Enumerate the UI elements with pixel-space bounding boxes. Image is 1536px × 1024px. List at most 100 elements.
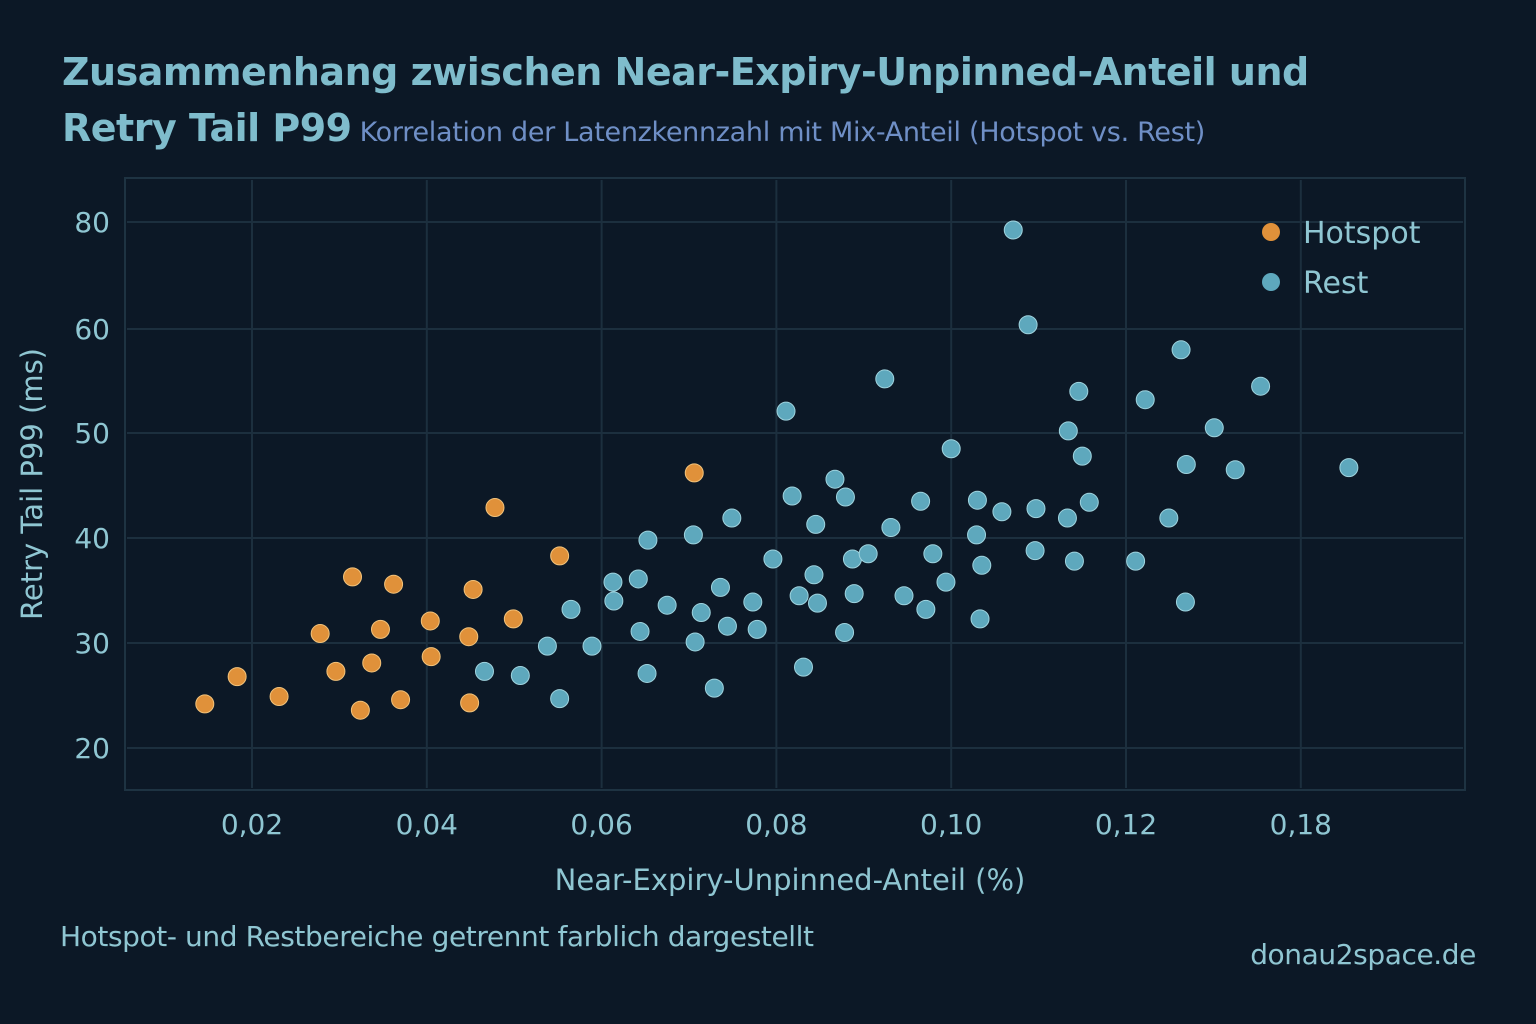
point-rest bbox=[782, 486, 802, 506]
y-axis-label: Retry Tail P99 (ms) bbox=[15, 348, 49, 620]
point-hotspot bbox=[550, 546, 570, 566]
point-rest bbox=[763, 549, 783, 569]
point-hotspot bbox=[362, 653, 382, 673]
point-rest bbox=[941, 439, 961, 459]
point-hotspot bbox=[503, 609, 523, 629]
legend: Hotspot Rest bbox=[1262, 216, 1421, 301]
point-rest bbox=[1072, 446, 1092, 466]
point-rest bbox=[710, 577, 730, 597]
point-rest bbox=[628, 569, 648, 589]
y-tick-label: 20 bbox=[74, 732, 110, 765]
point-hotspot bbox=[421, 647, 441, 667]
point-rest bbox=[657, 595, 677, 615]
point-rest bbox=[1171, 340, 1191, 360]
chart-subtitle: Korrelation der Latenzkennzahl mit Mix-A… bbox=[359, 117, 1206, 148]
point-hotspot bbox=[350, 700, 370, 720]
point-rest bbox=[967, 490, 987, 510]
point-rest bbox=[967, 525, 987, 545]
point-rest bbox=[1018, 315, 1038, 335]
brand-link[interactable]: donau2space.de bbox=[1250, 938, 1476, 971]
y-tick-label: 60 bbox=[74, 313, 110, 346]
series-hotspot bbox=[195, 463, 704, 720]
point-hotspot bbox=[459, 627, 479, 647]
point-hotspot bbox=[343, 567, 363, 587]
point-rest bbox=[793, 657, 813, 677]
point-hotspot bbox=[420, 611, 440, 631]
point-rest bbox=[806, 514, 826, 534]
point-rest bbox=[1204, 418, 1224, 438]
point-rest bbox=[1159, 508, 1179, 528]
y-axis-ticks: 20 30 40 50 60 80 bbox=[74, 206, 110, 765]
y-tick-label: 30 bbox=[74, 627, 110, 660]
x-tick-label: 0,10 bbox=[920, 808, 982, 841]
x-axis-label: Near-Expiry-Unpinned-Anteil (%) bbox=[555, 863, 1026, 897]
x-tick-label: 0,02 bbox=[221, 808, 283, 841]
point-rest bbox=[1025, 541, 1045, 561]
point-rest bbox=[537, 636, 557, 656]
point-hotspot bbox=[269, 687, 289, 707]
x-tick-label: 0,04 bbox=[396, 808, 458, 841]
point-hotspot bbox=[326, 661, 346, 681]
series-rest bbox=[474, 220, 1359, 709]
point-rest bbox=[474, 661, 494, 681]
point-rest bbox=[835, 487, 855, 507]
point-rest bbox=[637, 663, 657, 683]
point-hotspot bbox=[684, 463, 704, 483]
x-tick-label: 0,12 bbox=[1095, 808, 1157, 841]
point-rest bbox=[835, 623, 855, 642]
point-rest bbox=[881, 518, 901, 537]
plot-frame bbox=[124, 177, 1466, 791]
point-rest bbox=[743, 592, 763, 612]
point-rest bbox=[510, 666, 530, 686]
grid bbox=[127, 180, 1463, 788]
y-tick-label: 40 bbox=[74, 522, 110, 555]
title-line-2-text: Retry Tail P99 bbox=[62, 106, 352, 150]
point-rest bbox=[776, 401, 796, 421]
point-rest bbox=[1251, 376, 1271, 396]
legend-marker-rest bbox=[1262, 273, 1280, 291]
point-rest bbox=[916, 599, 936, 619]
point-rest bbox=[722, 508, 742, 528]
point-hotspot bbox=[195, 694, 215, 714]
footnote: Hotspot- und Restbereiche getrennt farbl… bbox=[60, 920, 814, 953]
point-rest bbox=[582, 636, 602, 656]
point-rest bbox=[704, 678, 724, 698]
point-rest bbox=[972, 555, 992, 575]
point-rest bbox=[1176, 455, 1196, 474]
point-hotspot bbox=[391, 690, 411, 710]
point-rest bbox=[992, 502, 1012, 522]
legend-label-hotspot: Hotspot bbox=[1303, 216, 1421, 251]
point-rest bbox=[789, 586, 809, 606]
y-tick-label: 80 bbox=[74, 206, 110, 239]
point-rest bbox=[844, 584, 864, 604]
point-rest bbox=[561, 599, 581, 619]
point-rest bbox=[691, 603, 711, 623]
point-rest bbox=[685, 632, 705, 652]
point-rest bbox=[1003, 220, 1023, 240]
point-rest bbox=[1175, 592, 1195, 612]
point-hotspot bbox=[310, 624, 330, 644]
point-rest bbox=[1135, 390, 1155, 410]
x-axis-ticks: 0,02 0,04 0,06 0,08 0,10 0,12 0,18 bbox=[221, 808, 1332, 841]
point-rest bbox=[894, 586, 914, 606]
point-rest bbox=[747, 619, 767, 639]
y-tick-label: 50 bbox=[74, 417, 110, 450]
point-rest bbox=[550, 689, 570, 709]
point-rest bbox=[825, 469, 845, 489]
point-rest bbox=[804, 565, 824, 585]
title-line-1: Zusammenhang zwischen Near-Expiry-Unpinn… bbox=[62, 50, 1309, 94]
x-tick-label: 0,18 bbox=[1270, 808, 1332, 841]
point-rest bbox=[683, 525, 703, 545]
point-hotspot bbox=[460, 693, 480, 713]
data-points bbox=[195, 220, 1359, 720]
point-rest bbox=[638, 530, 658, 550]
legend-marker-hotspot bbox=[1262, 223, 1280, 241]
point-rest bbox=[875, 369, 895, 389]
point-rest bbox=[807, 593, 827, 613]
point-rest bbox=[1126, 551, 1146, 571]
point-hotspot bbox=[463, 579, 483, 599]
point-rest bbox=[1064, 551, 1084, 571]
point-rest bbox=[911, 491, 931, 511]
point-rest bbox=[1339, 458, 1359, 478]
point-rest bbox=[1225, 460, 1245, 480]
